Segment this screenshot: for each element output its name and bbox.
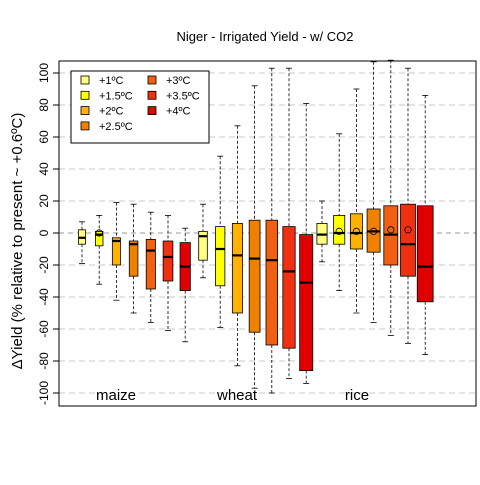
- box-rect: [145, 238, 156, 290]
- legend-item: +4ºC: [147, 106, 191, 118]
- box-wheat-0: [198, 203, 208, 279]
- y-tick-label: -60: [37, 320, 51, 338]
- legend-item: +2.5ºC: [80, 121, 133, 133]
- legend-box: [70, 70, 210, 144]
- mean-marker: [369, 227, 378, 235]
- chart-title: Niger - Irrigated Yield - w/ CO2: [176, 29, 353, 44]
- legend-label: +2ºC: [99, 106, 124, 118]
- box-maize-3: [128, 203, 139, 314]
- box-rect: [162, 240, 174, 282]
- legend-label: +1ºC: [99, 75, 124, 87]
- legend-label: +4ºC: [166, 106, 191, 118]
- box-layer: [78, 59, 434, 394]
- box-rect: [95, 230, 104, 247]
- box-rect: [215, 226, 226, 287]
- group-label-rice: rice: [345, 387, 369, 404]
- box-maize-4: [145, 211, 156, 324]
- legend-item: +3.5ºC: [147, 90, 200, 102]
- box-rect: [128, 240, 139, 277]
- box-rice-5: [400, 67, 416, 344]
- y-tick-label: 80: [37, 98, 51, 112]
- box-maize-6: [179, 227, 191, 343]
- y-axis: -100 -80 -60 -40 -20 0 20 40 60 80 100: [37, 63, 60, 405]
- box-rect: [333, 214, 346, 245]
- box-maize-1: [95, 214, 104, 285]
- legend-swatch: [80, 106, 90, 115]
- box-wheat-4: [265, 67, 279, 394]
- legend-item: +2ºC: [80, 106, 124, 118]
- y-tick-label: 60: [37, 130, 51, 144]
- legend-swatch: [147, 90, 157, 100]
- legend-label: +3ºC: [166, 75, 191, 87]
- y-tick-label: -20: [37, 256, 51, 274]
- mean-marker: [352, 227, 360, 235]
- legend-swatch: [147, 106, 157, 115]
- y-tick-label: -80: [37, 352, 51, 370]
- box-rice-1: [333, 133, 346, 292]
- group-labels: maize wheat rice: [96, 387, 369, 404]
- y-tick-label: -100: [37, 381, 51, 405]
- y-tick-label: 0: [37, 229, 51, 236]
- legend-swatch: [147, 75, 157, 85]
- box-wheat-2: [231, 125, 243, 367]
- y-tick-label: 40: [37, 162, 51, 176]
- group-label-maize: maize: [96, 387, 136, 404]
- legend: +1ºC +1.5ºC +2ºC +2.5ºC +3ºC +3.5ºC +4ºC: [70, 70, 210, 144]
- legend-item: +1ºC: [80, 75, 124, 87]
- box-rect: [416, 205, 434, 303]
- mean-marker: [404, 226, 412, 234]
- box-rice-2: [349, 88, 363, 314]
- mean-marker: [95, 229, 103, 237]
- legend-label: +1.5ºC: [99, 90, 133, 102]
- group-label-wheat: wheat: [216, 387, 258, 404]
- box-rect: [248, 219, 261, 333]
- box-maize-5: [162, 214, 174, 332]
- box-rice-6: [416, 95, 434, 356]
- legend-swatch: [80, 75, 90, 85]
- box-rect: [231, 222, 243, 314]
- legend-label: +3.5ºC: [166, 90, 200, 102]
- box-rect: [299, 234, 314, 372]
- y-tick-label: 20: [37, 194, 51, 208]
- y-tick-label: -40: [37, 288, 51, 306]
- legend-item: +1.5ºC: [80, 90, 133, 102]
- box-maize-2: [111, 202, 121, 301]
- mean-marker: [387, 226, 395, 234]
- box-wheat-6: [299, 103, 314, 384]
- legend-label: +2.5ºC: [99, 121, 133, 133]
- mean-marker: [335, 227, 343, 235]
- box-wheat-5: [282, 67, 296, 380]
- legend-swatch: [80, 90, 90, 100]
- box-wheat-1: [215, 155, 226, 328]
- legend-swatch: [80, 121, 90, 131]
- box-rice-3: [366, 61, 381, 324]
- plot-border: [58, 60, 477, 407]
- y-axis-label: ΔYield (% relative to present ~ +0.6ºC): [9, 113, 26, 370]
- box-rice-4: [383, 59, 399, 336]
- legend-item: +3ºC: [147, 75, 191, 87]
- box-rect: [265, 219, 279, 346]
- y-tick-label: 100: [37, 63, 51, 83]
- box-rect: [282, 226, 296, 349]
- box-wheat-3: [248, 85, 261, 389]
- box-rect: [198, 230, 208, 261]
- box-maize-0: [78, 221, 86, 264]
- box-rect: [349, 213, 363, 250]
- box-rect: [111, 237, 121, 266]
- box-rect: [400, 203, 416, 277]
- box-rice-0: [316, 200, 328, 263]
